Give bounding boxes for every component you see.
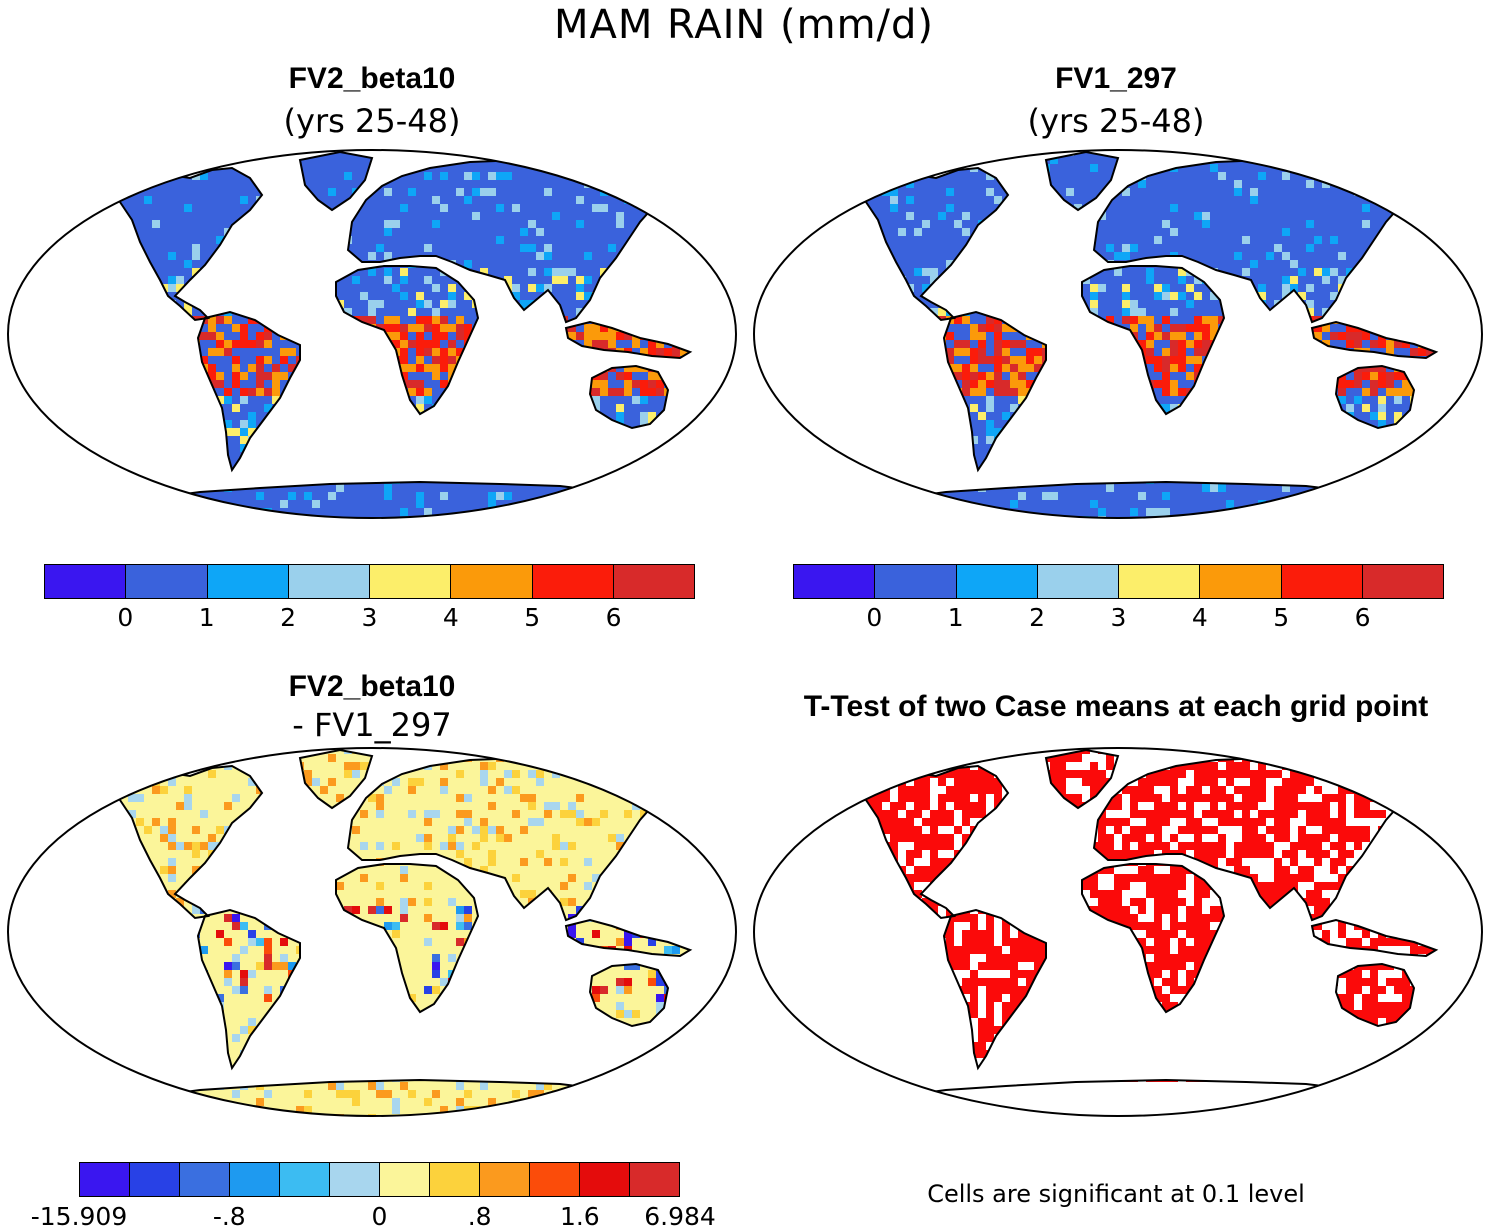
colorbar-3-swatch-3: [230, 1163, 280, 1196]
colorbar-3-swatch-8: [480, 1163, 530, 1196]
colorbar-2-swatch-3: [1038, 565, 1119, 598]
colorbar-3-swatch-0: [80, 1163, 130, 1196]
colorbar-1-swatch-1: [126, 565, 207, 598]
colorbar-3-swatch-1: [130, 1163, 180, 1196]
panel-1-subtitle: (yrs 25-48): [0, 102, 744, 140]
colorbar-1-swatch-6: [533, 565, 614, 598]
colorbar-2-tick-1: 1: [948, 603, 964, 632]
colorbar-1-tick-2: 2: [280, 603, 296, 632]
colorbar-2-tick-6: 6: [1355, 603, 1371, 632]
colorbar-2-swatch-4: [1119, 565, 1200, 598]
colorbar-1-swatch-0: [45, 565, 126, 598]
colorbar-2-tick-3: 3: [1111, 603, 1127, 632]
panel-4-title: T-Test of two Case means at each grid po…: [744, 690, 1488, 724]
colorbar-1-tick-3: 3: [362, 603, 378, 632]
colorbar-1-tick-5: 5: [524, 603, 540, 632]
colorbar-3-swatch-6: [380, 1163, 430, 1196]
colorbar-2-swatch-1: [875, 565, 956, 598]
colorbar-3-swatch-5: [330, 1163, 380, 1196]
colorbar-3-swatch-10: [580, 1163, 630, 1196]
colorbar-2-tick-5: 5: [1273, 603, 1289, 632]
colorbar-2-tick-2: 2: [1029, 603, 1045, 632]
significance-footnote: Cells are significant at 0.1 level: [744, 1180, 1488, 1208]
panel-3-subtitle: - FV1_297: [0, 706, 744, 744]
colorbar-panel-1: [44, 564, 695, 599]
colorbar-2-swatch-7: [1363, 565, 1443, 598]
colorbar-2-swatch-5: [1200, 565, 1281, 598]
colorbar-1-swatch-4: [370, 565, 451, 598]
map-panel-3: [0, 746, 744, 1118]
figure-title: MAM RAIN (mm/d): [0, 2, 1488, 48]
panel-2-title: FV1_297: [744, 62, 1488, 96]
colorbar-3-swatch-11: [630, 1163, 679, 1196]
colorbar-1-tick-4: 4: [443, 603, 459, 632]
panel-2-subtitle: (yrs 25-48): [744, 102, 1488, 140]
colorbar-1-tick-1: 1: [199, 603, 215, 632]
map-panel-2: [746, 148, 1488, 520]
colorbar-2-tick-0: 0: [866, 603, 882, 632]
colorbar-2-swatch-2: [957, 565, 1038, 598]
colorbar-2-swatch-6: [1282, 565, 1363, 598]
colorbar-2-tick-4: 4: [1192, 603, 1208, 632]
colorbar-1-swatch-5: [451, 565, 532, 598]
colorbar-2-swatch-0: [794, 565, 875, 598]
colorbar-3-swatch-7: [430, 1163, 480, 1196]
colorbar-panel-2: [793, 564, 1444, 599]
colorbar-1-swatch-3: [289, 565, 370, 598]
colorbar-3-swatch-9: [530, 1163, 580, 1196]
colorbar-3-swatch-2: [180, 1163, 230, 1196]
colorbar-1-tick-0: 0: [117, 603, 133, 632]
panel-3-title: FV2_beta10: [0, 670, 744, 704]
map-panel-4: [746, 746, 1488, 1118]
map-panel-1: [0, 148, 744, 520]
colorbar-1-swatch-2: [208, 565, 289, 598]
panel-1-title: FV2_beta10: [0, 62, 744, 96]
colorbar-panel-3: [79, 1162, 680, 1197]
colorbar-3-swatch-4: [280, 1163, 330, 1196]
colorbar-1-swatch-7: [614, 565, 694, 598]
colorbar-1-tick-6: 6: [606, 603, 622, 632]
